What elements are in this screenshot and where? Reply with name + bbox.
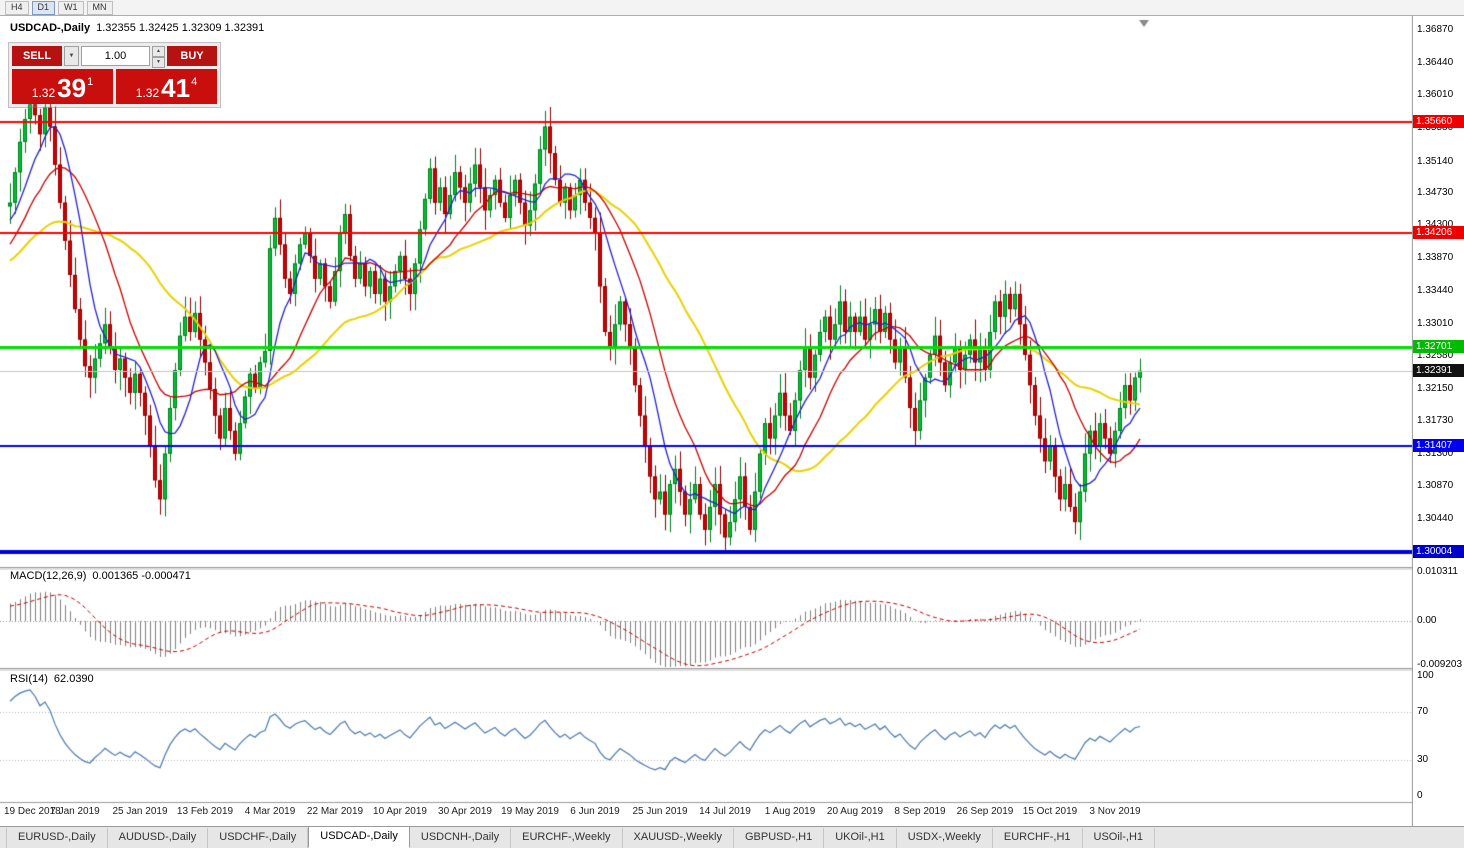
axis-tick-label: 100 bbox=[1417, 670, 1434, 681]
axis-tick-label: 1.34300 bbox=[1417, 219, 1454, 230]
buy-price-sup: 4 bbox=[191, 76, 198, 88]
volume-increase-button[interactable]: ▲ bbox=[152, 46, 165, 57]
axis-tick-label: 1.31300 bbox=[1417, 448, 1454, 459]
chart-tab-ukoil-h1[interactable]: UKOil-,H1 bbox=[824, 828, 897, 848]
axis-tick-label: 1.33870 bbox=[1417, 252, 1454, 263]
date-axis-label: 13 Feb 2019 bbox=[176, 806, 234, 817]
date-axis-label: 26 Sep 2019 bbox=[956, 806, 1014, 817]
axis-tick-label: 1.30440 bbox=[1417, 513, 1454, 524]
rsi-label: RSI(14) bbox=[10, 673, 48, 685]
axis-tick-label: 1.32580 bbox=[1417, 350, 1454, 361]
chart-tab-audusd-daily[interactable]: AUDUSD-,Daily bbox=[108, 828, 209, 848]
axis-tick-label: 1.35140 bbox=[1417, 156, 1454, 167]
axis-tick-label: 1.32150 bbox=[1417, 383, 1454, 394]
date-axis-label: 19 Dec 2018 bbox=[4, 806, 61, 817]
chart-tab-eurchf-weekly[interactable]: EURCHF-,Weekly bbox=[511, 828, 623, 848]
axis-tick-label: -0.009203 bbox=[1417, 659, 1463, 670]
macd-values: 0.001365 -0.000471 bbox=[92, 570, 191, 582]
price-line-badge: 1.35660 bbox=[1413, 115, 1464, 128]
chart-tab-xauusd-weekly[interactable]: XAUUSD-,Weekly bbox=[623, 828, 734, 848]
volume-input[interactable] bbox=[81, 46, 150, 66]
date-axis-label: 7 Jan 2019 bbox=[50, 806, 100, 817]
axis-tick-label: 0.010311 bbox=[1417, 566, 1458, 577]
chart-symbol-period: USDCAD-,Daily bbox=[10, 22, 91, 34]
chart-tab-usdchf-daily[interactable]: USDCHF-,Daily bbox=[208, 828, 309, 848]
date-axis-label: 20 Aug 2019 bbox=[826, 806, 884, 817]
sell-price-big: 39 bbox=[57, 73, 87, 103]
buy-price-prefix: 1.32 bbox=[135, 86, 160, 100]
price-line-badge: 1.31407 bbox=[1413, 439, 1464, 452]
axis-tick-label: 1.30870 bbox=[1417, 480, 1454, 491]
rsi-value: 62.0390 bbox=[53, 673, 94, 685]
chart-tab-usoil-h1[interactable]: USOil-,H1 bbox=[1083, 828, 1156, 848]
buy-price-display[interactable]: 1.32 41 4 bbox=[116, 69, 217, 104]
axis-tick-label: 1.31730 bbox=[1417, 415, 1454, 426]
order-type-dropdown[interactable]: ▼ bbox=[64, 46, 79, 66]
axis-tick-label: 1.33440 bbox=[1417, 285, 1454, 296]
date-axis-label: 1 Aug 2019 bbox=[764, 806, 816, 817]
date-axis-label: 19 May 2019 bbox=[501, 806, 559, 817]
date-axis-label: 6 Jun 2019 bbox=[570, 806, 620, 817]
chart-tab-eurchf-h1[interactable]: EURCHF-,H1 bbox=[993, 828, 1083, 848]
date-axis[interactable]: 19 Dec 2018 7 Jan 2019 25 Jan 2019 13 Feb 2… bbox=[0, 804, 1412, 820]
date-axis-label: 10 Apr 2019 bbox=[373, 806, 427, 817]
price-axis[interactable]: 1.368701.364401.360101.355801.351401.347… bbox=[1413, 16, 1464, 826]
timeframe-button-mn[interactable]: MN bbox=[86, 0, 113, 15]
axis-tick-label: 1.36870 bbox=[1417, 24, 1454, 35]
timeframe-button-w1[interactable]: W1 bbox=[58, 0, 84, 15]
price-line-badge: 1.30004 bbox=[1413, 545, 1464, 558]
price-chart-canvas[interactable] bbox=[0, 16, 1464, 826]
chart-tab-eurusd-daily[interactable]: EURUSD-,Daily bbox=[6, 828, 108, 848]
price-line-badge: 1.32391 bbox=[1413, 364, 1464, 377]
date-axis-label: 25 Jan 2019 bbox=[112, 806, 168, 817]
chevron-down-icon: ▼ bbox=[68, 53, 75, 59]
date-axis-label: 30 Apr 2019 bbox=[438, 806, 492, 817]
axis-tick-label: 0 bbox=[1417, 790, 1423, 801]
macd-indicator-title: MACD(12,26,9) 0.001365 -0.000471 bbox=[10, 570, 191, 582]
chart-ohlc-values: 1.32355 1.32425 1.32309 1.32391 bbox=[96, 22, 265, 34]
axis-tick-label: 70 bbox=[1417, 706, 1429, 717]
sell-button[interactable]: SELL bbox=[12, 46, 62, 66]
date-axis-label: 8 Sep 2019 bbox=[894, 806, 946, 817]
timeframe-button-h4[interactable]: H4 bbox=[5, 0, 29, 15]
volume-stepper: ▲ ▼ bbox=[152, 46, 165, 68]
sell-price-prefix: 1.32 bbox=[31, 86, 56, 100]
buy-price-big: 41 bbox=[161, 73, 191, 103]
date-axis-label: 3 Nov 2019 bbox=[1089, 806, 1141, 817]
date-axis-label: 14 Jul 2019 bbox=[699, 806, 751, 817]
axis-tick-label: 30 bbox=[1417, 754, 1429, 765]
axis-tick-label: 0.00 bbox=[1417, 615, 1437, 626]
sell-price-display[interactable]: 1.32 39 1 bbox=[12, 69, 113, 104]
axis-tick-label: 1.36440 bbox=[1417, 57, 1454, 68]
chart-title: USDCAD-,Daily 1.32355 1.32425 1.32309 1.3… bbox=[10, 22, 264, 34]
date-axis-label: 25 Jun 2019 bbox=[632, 806, 688, 817]
axis-tick-label: 1.34730 bbox=[1417, 187, 1454, 198]
price-line-badge: 1.34206 bbox=[1413, 226, 1464, 239]
date-axis-label: 4 Mar 2019 bbox=[244, 806, 296, 817]
volume-decrease-button[interactable]: ▼ bbox=[152, 57, 165, 68]
price-line-badge: 1.32701 bbox=[1413, 340, 1464, 353]
macd-label: MACD(12,26,9) bbox=[10, 570, 87, 582]
chart-tab-usdx-weekly[interactable]: USDX-,Weekly bbox=[897, 828, 993, 848]
axis-tick-label: 1.33010 bbox=[1417, 318, 1454, 329]
chart-tab-bar: EURUSD-,Daily AUDUSD-,Daily USDCHF-,Daily U… bbox=[0, 826, 1464, 848]
buy-button[interactable]: BUY bbox=[167, 46, 217, 66]
chart-tab-usdcnh-daily[interactable]: USDCNH-,Daily bbox=[410, 828, 512, 848]
chart-tab-gbpusd-h1[interactable]: GBPUSD-,H1 bbox=[734, 828, 825, 848]
date-axis-label: 15 Oct 2019 bbox=[1022, 806, 1078, 817]
rsi-indicator-title: RSI(14) 62.0390 bbox=[10, 673, 94, 685]
timeframe-button-d1[interactable]: D1 bbox=[31, 0, 56, 15]
chart-window: USDCAD-,Daily 1.32355 1.32425 1.32309 1.3… bbox=[0, 16, 1464, 826]
axis-tick-label: 1.36010 bbox=[1417, 89, 1454, 100]
chart-tab-usdcad-daily[interactable]: USDCAD-,Daily bbox=[308, 826, 410, 848]
sell-price-sup: 1 bbox=[87, 76, 94, 88]
date-axis-label: 22 Mar 2019 bbox=[306, 806, 364, 817]
timeframe-toolbar: H4 D1 W1 MN bbox=[0, 0, 1464, 16]
